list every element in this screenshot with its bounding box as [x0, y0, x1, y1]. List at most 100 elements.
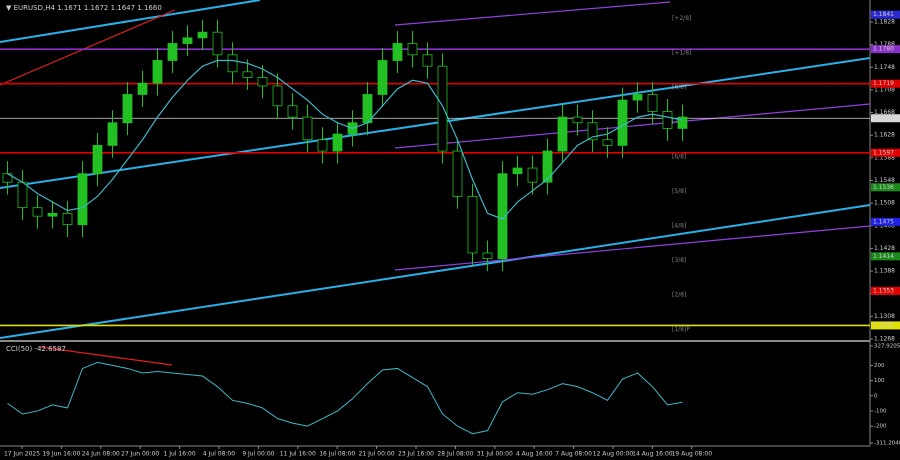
channel-line	[394, 103, 871, 149]
level-price-box	[871, 148, 900, 157]
y-tick-label: 1.1668	[874, 109, 895, 116]
chart-title: ▼ EURUSD,H4 1.1671 1.1672 1.1647 1.1660	[6, 4, 162, 12]
candle-body	[197, 31, 208, 39]
candle-body	[482, 252, 493, 260]
candle-body	[212, 31, 223, 56]
candle-body	[137, 82, 148, 95]
y-tick-label: 1.1748	[874, 64, 895, 71]
channel-line	[394, 225, 871, 271]
level-price-label: 1.1353	[873, 287, 894, 294]
level-price-box	[871, 252, 900, 261]
level-tag: [8/8]	[672, 84, 686, 91]
cci-tick-label: -100	[874, 408, 887, 414]
level-price-box	[871, 10, 900, 19]
candle-body	[167, 43, 178, 61]
candle-body	[467, 195, 478, 254]
x-tick-label: 19 Aug 08:00	[672, 451, 713, 458]
candle-body	[602, 139, 613, 146]
candle-body	[647, 94, 658, 112]
cci-tick-label: 0	[874, 393, 878, 399]
cci-tick-label: 200	[874, 363, 885, 369]
candle-body	[527, 167, 538, 183]
candle-body	[17, 181, 28, 209]
level-price-label: 1.1658	[873, 115, 894, 122]
x-tick-label: 28 Jul 08:00	[437, 451, 473, 458]
candle-body	[107, 122, 118, 146]
candle-body	[272, 85, 283, 107]
level-price-label: 1.1719	[873, 80, 894, 87]
level-tag: [1/8]P	[672, 326, 690, 333]
candle-body	[47, 212, 58, 217]
y-tick-label: 1.1628	[874, 132, 895, 139]
candle-body	[437, 65, 448, 152]
level-price-label: 1.1597	[873, 149, 894, 156]
candle-body	[182, 37, 193, 44]
level-tag: [5/8]	[672, 188, 686, 195]
channel-line	[394, 1, 671, 26]
cci-line	[7, 361, 683, 435]
y-tick-label: 1.1388	[874, 268, 895, 275]
candle-body	[497, 173, 508, 260]
candle-body	[617, 99, 628, 146]
level-tag: [+2/8]	[672, 15, 691, 22]
x-tick-label: 7 Aug 08:00	[555, 451, 592, 458]
candle-body	[62, 212, 73, 226]
candle-body	[287, 105, 298, 118]
trendline	[0, 9, 176, 86]
level-tag: [2/8]	[672, 291, 686, 298]
x-tick-label: 19 Jun 16:00	[42, 451, 80, 458]
y-tick-label: 1.1268	[874, 336, 895, 343]
x-tick-label: 14 Aug 16:00	[632, 451, 673, 458]
x-tick-label: 17 Jun 2025	[4, 451, 40, 458]
x-tick-label: 12 Aug 00:00	[593, 451, 634, 458]
candle-body	[377, 60, 388, 95]
level-tag: [6/8]	[672, 153, 686, 160]
cci-tick-label: 100	[874, 378, 885, 384]
candle-body	[542, 150, 553, 183]
level-tag: [3/8]	[672, 257, 686, 264]
cci-tick-label: 327.9205	[874, 344, 900, 350]
trendlines	[0, 0, 871, 366]
x-tick-label: 4 Jul 08:00	[203, 451, 235, 458]
cci-tick-label: -311.2040	[874, 441, 900, 447]
moving-average	[7, 59, 683, 220]
candle-body	[122, 94, 133, 124]
x-tick-label: 1 Jul 16:00	[164, 451, 196, 458]
y-tick-label: 1.1788	[874, 41, 895, 48]
cci-tick-label: -200	[874, 424, 887, 430]
candle-body	[152, 60, 163, 84]
x-tick-label: 24 Jun 08:00	[82, 451, 120, 458]
y-tick-label: 1.1508	[874, 200, 895, 207]
level-price-label: 1.1475	[873, 218, 894, 225]
x-tick-label: 21 Jul 00:00	[359, 451, 395, 458]
x-tick-label: 4 Aug 16:00	[516, 451, 553, 458]
level-price-box	[871, 321, 900, 330]
candle-body	[572, 116, 583, 124]
y-tick-label: 1.1428	[874, 245, 895, 252]
x-tick-label: 23 Jul 16:00	[398, 451, 434, 458]
candle-body	[242, 71, 253, 78]
level-price-label: 1.1414	[873, 253, 894, 260]
candle-body	[452, 150, 463, 197]
candle-body	[92, 145, 103, 175]
level-price-label: 1.1841	[873, 11, 894, 18]
cci-trendline	[39, 346, 173, 366]
y-tick-label: 1.1588	[874, 154, 895, 161]
y-tick-label: 1.1708	[874, 86, 895, 93]
candle-body	[227, 54, 238, 73]
cci-title: CCI(50) -42.6587	[6, 345, 66, 353]
candle-body	[32, 207, 43, 217]
candle-body	[317, 139, 328, 152]
x-tick-label: 27 Jun 00:00	[121, 451, 159, 458]
candle-body	[77, 173, 88, 226]
candle-body	[407, 43, 418, 56]
level-price-label: 1.1780	[873, 46, 894, 53]
candle-body	[257, 77, 268, 87]
candle-body	[422, 54, 433, 67]
x-tick-label: 16 Jul 08:00	[319, 451, 355, 458]
x-tick-label: 31 Jul 00:00	[477, 451, 513, 458]
candle-body	[677, 116, 688, 129]
trendline	[0, 0, 261, 43]
